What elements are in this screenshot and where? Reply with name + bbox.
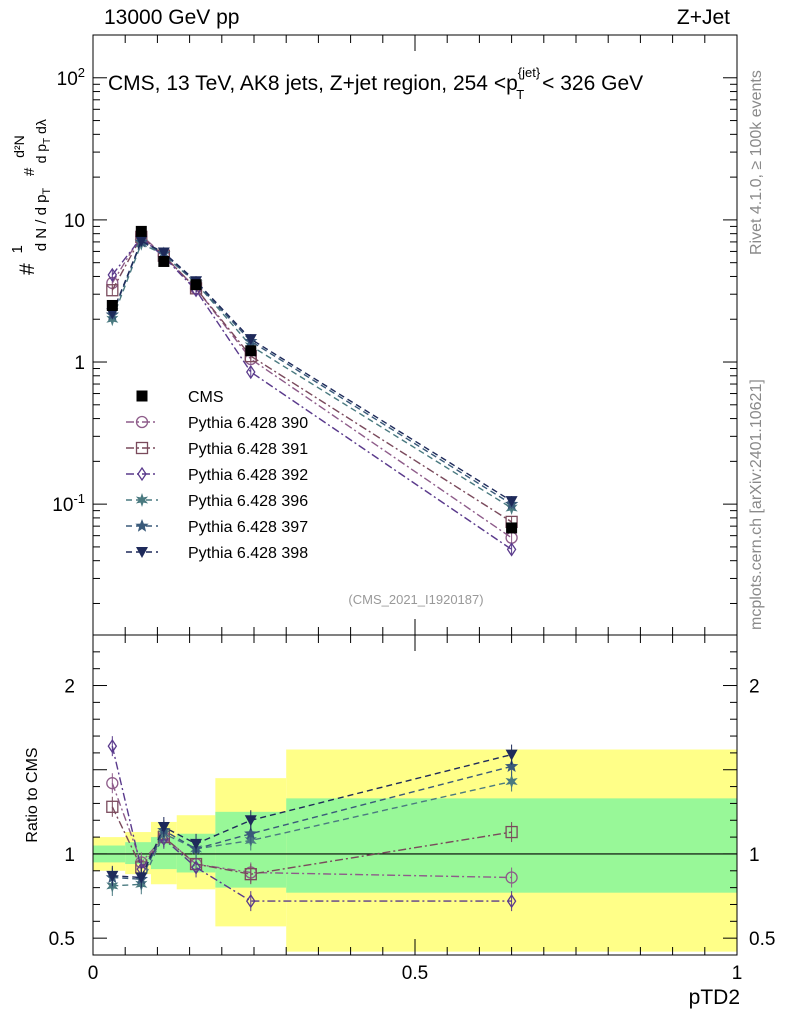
ratio-point-pythia-6-428-398: [106, 870, 119, 882]
ratio-line-pythia-6-428-398: [112, 753, 512, 879]
x-tick-label: 0.5: [402, 963, 428, 984]
chart-title-main: CMS, 13 TeV, AK8 jets, Z+jet region, 254…: [108, 72, 518, 95]
ratio-line-pythia-6-428-396: [112, 780, 512, 887]
data-point-pythia-6-428-392: [107, 267, 118, 283]
y-tick-label-ratio-right: 2: [749, 677, 760, 698]
legend-label-pythia-6-428-391: Pythia 6.428 391: [188, 441, 308, 458]
legend-label-pythia-6-428-392: Pythia 6.428 392: [188, 467, 308, 484]
y-tick-label-main: 10: [64, 211, 85, 232]
ratio-point-pythia-6-428-390: [106, 777, 119, 790]
ratio-point-pythia-6-428-391: [505, 825, 518, 839]
series-line-pythia-6-428-397: [111, 240, 512, 505]
data-point-pythia-6-428-398: [106, 308, 119, 320]
legend-marker-pythia-6-428-398: [136, 547, 148, 558]
ratio-line-pythia-6-428-390: [111, 782, 512, 879]
ratio-point-pythia-6-428-391: [106, 800, 119, 813]
ratio-point-pythia-6-428-396: [505, 774, 518, 789]
y-tick-label-ratio-right: 0.5: [749, 929, 775, 950]
header-channel-label: Z+Jet: [676, 6, 730, 29]
ratio-point-pythia-6-428-391: [244, 868, 257, 881]
x-axis-title: pTD2: [689, 986, 740, 1009]
ratio-point-pythia-6-428-398: [505, 749, 518, 761]
uncertainty-bands: [93, 749, 737, 952]
chart-title-sup: {jet}: [518, 65, 541, 80]
legend-marker-cms: [136, 390, 148, 402]
series-line-pythia-6-428-396: [111, 242, 512, 509]
legend-label-pythia-6-428-397: Pythia 6.428 397: [188, 519, 308, 536]
y-tick-label-ratio-right: 1: [749, 845, 760, 866]
data-point-pythia-6-428-398: [244, 334, 257, 346]
ratio-line-pythia-6-428-397: [112, 765, 512, 880]
legend-label-pythia-6-428-398: Pythia 6.428 398: [188, 545, 308, 562]
ratio-point-pythia-6-428-392: [191, 860, 201, 875]
data-point-pythia-6-428-392: [506, 542, 517, 557]
chart-title-tail: < 326 GeV: [542, 72, 643, 95]
data-point-cms: [190, 279, 202, 291]
data-point-cms: [506, 522, 518, 534]
ratio-point-pythia-6-428-392: [506, 893, 517, 909]
y-tick-label-ratio: 1: [64, 845, 75, 866]
ratio-panel-series: [105, 736, 519, 912]
series-line-pythia-6-428-390: [111, 234, 512, 539]
y-axis-title-main: # 1 d N / d pT # d²N d pT dλ: [4, 119, 55, 275]
data-point-cms: [158, 255, 170, 267]
ratio-line-pythia-6-428-391: [111, 806, 512, 875]
y-axis-title-text: # 1 d N / d pT # d²N d pT dλ: [4, 119, 55, 275]
axis-ticks: 10-1 1 10 102 0.5 0.5 1 1 2 2 0 0.5 1: [49, 34, 775, 984]
y-tick-label-main: 10-1: [52, 491, 85, 516]
analysis-tag: (CMS_2021_I1920187): [348, 592, 483, 607]
ratio-point-pythia-6-428-397: [244, 826, 258, 840]
ratio-point-pythia-6-428-398: [157, 822, 170, 833]
main-panel-series: [105, 225, 519, 557]
ratio-point-pythia-6-428-398: [135, 872, 148, 884]
data-point-cms: [245, 345, 257, 357]
y-tick-label-ratio: 2: [64, 677, 75, 698]
ratio-point-pythia-6-428-392: [245, 893, 256, 909]
data-point-pythia-6-428-398: [135, 236, 148, 248]
header-process-label: 13000 GeV pp: [104, 6, 240, 29]
legend-label-pythia-6-428-390: Pythia 6.428 390: [188, 415, 308, 432]
data-point-pythia-6-428-391: [106, 284, 119, 297]
x-tick-label: 0: [88, 963, 99, 984]
x-tick-label: 1: [732, 963, 743, 984]
legend: CMS Pythia 6.428 390 Pythia 6.428 391 Pythi…: [126, 389, 308, 562]
data-point-pythia-6-428-398: [157, 247, 170, 259]
data-point-cms: [106, 299, 118, 311]
legend-label-pythia-6-428-396: Pythia 6.428 396: [188, 493, 308, 510]
ratio-point-pythia-6-428-397: [504, 759, 519, 772]
ratio-point-pythia-6-428-398: [190, 838, 203, 850]
ratio-point-pythia-6-428-398: [244, 815, 257, 827]
chart-title: CMS, 13 TeV, AK8 jets, Z+jet region, 254…: [108, 65, 643, 102]
chart-title-sub: T: [516, 87, 524, 102]
data-point-pythia-6-428-398: [505, 496, 518, 508]
legend-marker-pythia-6-428-392: [137, 466, 147, 482]
data-point-pythia-6-428-392: [245, 364, 256, 380]
legend-marker-pythia-6-428-397: [135, 519, 149, 532]
ratio-point-pythia-6-428-392: [107, 738, 118, 754]
legend-marker-pythia-6-428-390: [135, 415, 149, 429]
legend-marker-pythia-6-428-396: [135, 493, 149, 507]
y-tick-label-ratio: 0.5: [49, 929, 75, 950]
legend-label-cms: CMS: [188, 389, 224, 406]
y-tick-label-main: 102: [57, 65, 85, 90]
series-line-pythia-6-428-398: [111, 240, 512, 502]
series-line-pythia-6-428-392: [111, 236, 512, 550]
series-line-pythia-6-428-391: [111, 235, 512, 523]
ratio-axis-title: Ratio to CMS: [24, 747, 41, 842]
ratio-point-pythia-6-428-390: [505, 871, 518, 884]
y-tick-label-main: 1: [74, 353, 85, 374]
legend-marker-pythia-6-428-391: [135, 441, 149, 455]
data-point-cms: [135, 225, 147, 237]
